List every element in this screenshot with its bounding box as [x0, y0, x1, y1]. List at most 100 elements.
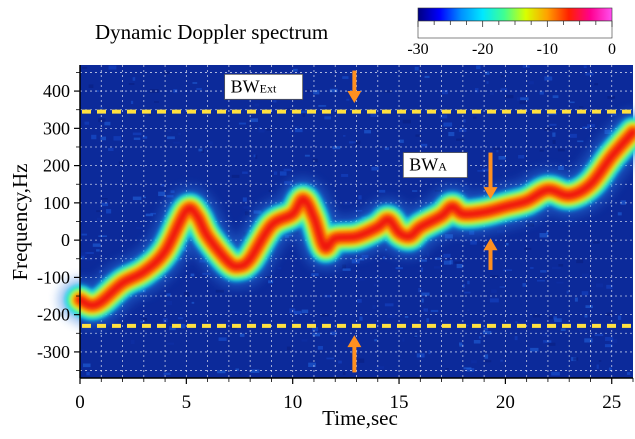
background-speckle	[98, 235, 107, 237]
background-speckle	[342, 268, 351, 271]
background-speckle	[242, 197, 247, 202]
background-speckle	[420, 146, 425, 149]
background-speckle	[370, 113, 377, 117]
background-speckle	[96, 90, 99, 92]
background-speckle	[463, 184, 470, 190]
background-speckle	[593, 241, 600, 244]
y-tick-label: -200	[37, 305, 70, 325]
background-speckle	[552, 132, 556, 137]
background-speckle	[443, 253, 451, 258]
background-speckle	[459, 344, 464, 347]
background-speckle	[130, 339, 135, 345]
background-speckle	[419, 259, 427, 262]
background-speckle	[426, 318, 430, 323]
background-speckle	[566, 219, 575, 222]
background-speckle	[108, 65, 117, 70]
background-speckle	[242, 171, 248, 174]
background-speckle	[490, 275, 499, 278]
background-speckle	[519, 100, 527, 105]
ridge-core-red	[76, 128, 635, 310]
background-speckle	[348, 141, 356, 144]
background-speckle	[539, 233, 549, 238]
background-speckle	[238, 122, 247, 125]
background-speckle	[308, 362, 316, 368]
background-speckle	[359, 316, 363, 321]
background-speckle	[196, 88, 202, 90]
background-speckle	[489, 298, 499, 303]
background-speckle	[198, 148, 203, 152]
background-speckle	[530, 347, 539, 352]
background-speckle	[238, 372, 242, 375]
background-speckle	[305, 89, 310, 93]
background-speckle	[443, 260, 451, 265]
background-speckle	[85, 251, 94, 255]
background-speckle	[320, 313, 329, 317]
background-speckle	[499, 286, 506, 288]
background-speckle	[471, 360, 477, 364]
background-speckle	[549, 123, 557, 126]
background-speckle	[283, 168, 292, 172]
background-speckle	[231, 311, 241, 313]
background-speckle	[86, 257, 93, 261]
background-speckle	[132, 77, 136, 81]
background-speckle	[569, 101, 575, 104]
background-speckle	[585, 72, 594, 76]
background-speckle	[101, 198, 108, 200]
background-speckle	[442, 89, 448, 95]
background-speckle	[215, 289, 224, 293]
background-speckle	[520, 97, 529, 101]
background-speckle	[586, 222, 590, 225]
background-speckle	[324, 294, 331, 298]
background-speckle	[483, 360, 492, 363]
background-speckle	[532, 314, 541, 318]
background-speckle	[470, 240, 477, 245]
colorbar-tick-label: -20	[472, 41, 493, 58]
background-speckle	[549, 316, 554, 320]
background-speckle	[292, 68, 298, 72]
background-speckle	[382, 256, 386, 260]
background-speckle	[551, 371, 560, 376]
background-speckle	[258, 129, 265, 133]
background-speckle	[384, 147, 389, 150]
background-speckle	[217, 370, 226, 374]
background-speckle	[611, 112, 617, 116]
background-speckle	[300, 110, 310, 114]
background-speckle	[166, 300, 173, 306]
plot-area	[58, 65, 635, 378]
bw-a-arrow-up-head	[483, 238, 498, 251]
background-speckle	[351, 259, 360, 264]
background-speckle	[358, 258, 365, 261]
background-speckle	[294, 322, 299, 325]
background-speckle	[473, 339, 481, 344]
background-speckle	[598, 360, 602, 362]
background-speckle	[357, 298, 362, 303]
background-speckle	[483, 327, 489, 331]
background-speckle	[371, 166, 379, 171]
background-speckle	[106, 209, 112, 214]
background-speckle	[96, 210, 103, 213]
background-speckle	[150, 212, 156, 215]
background-speckle	[466, 368, 475, 372]
background-speckle	[342, 372, 346, 375]
background-speckle	[92, 243, 101, 247]
background-speckle	[132, 132, 142, 136]
background-speckle	[485, 71, 490, 75]
background-speckle	[178, 132, 182, 136]
background-speckle	[304, 154, 310, 157]
bw-ext-label-box	[224, 73, 304, 100]
background-speckle	[456, 263, 463, 269]
background-speckle	[279, 171, 287, 176]
y-tick-label: 0	[61, 230, 70, 250]
background-speckle	[96, 249, 100, 252]
background-speckle	[330, 331, 337, 336]
background-speckle	[244, 211, 250, 216]
background-speckle	[358, 195, 362, 200]
background-speckle	[552, 95, 559, 99]
background-speckle	[554, 318, 562, 323]
background-speckle	[503, 269, 513, 272]
background-speckle	[525, 222, 535, 227]
background-speckle	[583, 65, 587, 69]
background-speckle	[294, 128, 303, 133]
background-speckle	[338, 360, 342, 364]
background-speckle	[277, 267, 282, 270]
